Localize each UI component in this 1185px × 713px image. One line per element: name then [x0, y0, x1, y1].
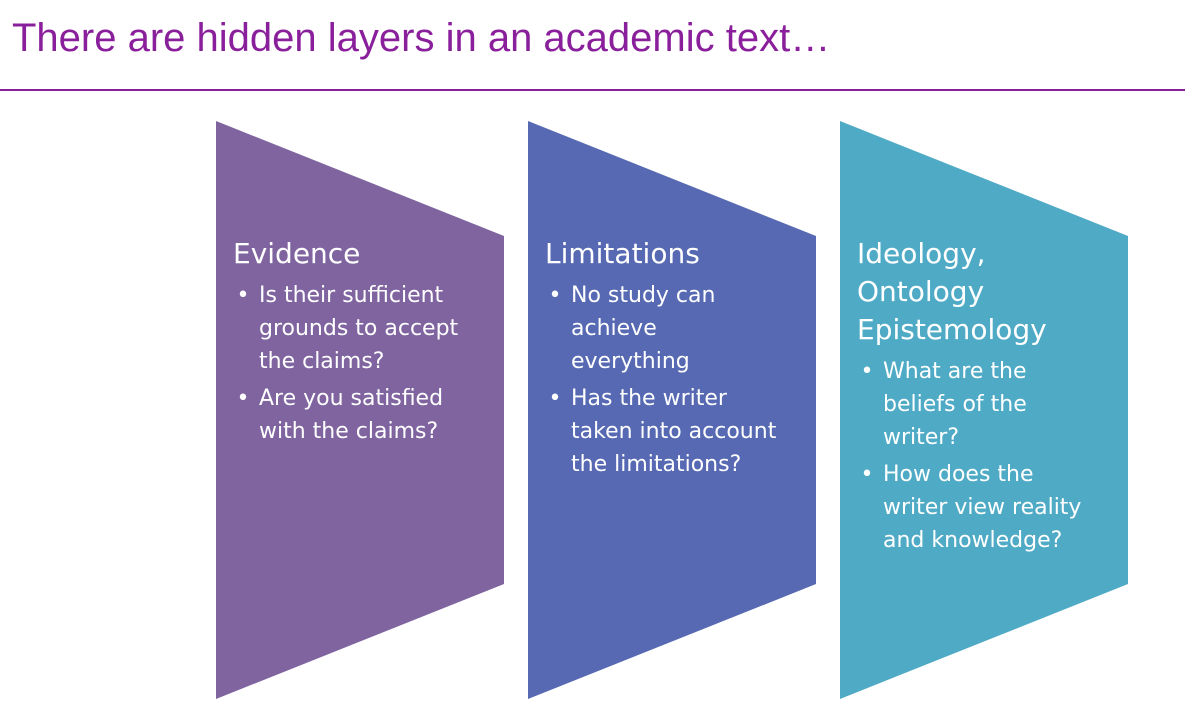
limitations-panel-shape [528, 121, 816, 699]
bullet-line: writer? [883, 425, 960, 450]
panel-heading-line: Ideology, [857, 237, 986, 270]
bullet-dot-icon: • [548, 386, 562, 411]
bullet-item: • Are you satisfied with the claims? [233, 382, 458, 448]
bullet-line: grounds to accept [259, 316, 459, 341]
bullet-list: • Is their sufficient grounds to accept … [233, 279, 459, 448]
panel-heading: Limitations [545, 235, 776, 273]
panel-heading: Evidence [233, 235, 458, 273]
bullet-dot-icon: • [236, 386, 250, 411]
bullet-line: No study can [571, 283, 716, 308]
panel-heading-line: Ontology [857, 275, 985, 308]
bullet-list: • What are the beliefs of the writer? • … [857, 355, 1082, 557]
ideology-panel: Ideology, Ontology Epistemology • What a… [857, 235, 1081, 561]
bullet-dot-icon: • [860, 462, 874, 487]
bullet-line: the claims? [259, 349, 385, 374]
bullet-dot-icon: • [548, 283, 562, 308]
evidence-panel: Evidence • Is their sufficient grounds t… [233, 235, 458, 452]
evidence-panel-shape [216, 121, 504, 699]
bullet-dot-icon: • [860, 359, 874, 384]
bullet-list: • No study can achieve everything • Has … [545, 279, 777, 481]
bullet-item: • No study can achieve everything [545, 279, 776, 378]
panel-heading-line: Epistemology [857, 313, 1047, 346]
bullet-item: • How does the writer view reality and k… [857, 458, 1082, 557]
ideology-panel-shape [840, 121, 1128, 699]
title-divider [0, 89, 1185, 91]
bullet-line: achieve [571, 316, 657, 341]
bullet-item: • Has the writer taken into account the … [545, 382, 777, 481]
bullet-line: Is their sufficient [259, 283, 444, 308]
bullet-line: Are you satisfied [259, 386, 444, 411]
panel-heading-line: Evidence [233, 237, 361, 270]
bullet-dot-icon: • [236, 283, 250, 308]
bullet-line: What are the [883, 359, 1027, 384]
bullet-line: beliefs of the [883, 392, 1027, 417]
slide-title: There are hidden layers in an academic t… [12, 16, 831, 60]
bullet-line: and knowledge? [883, 528, 1063, 553]
bullet-line: Has the writer [571, 386, 727, 411]
bullet-line: taken into account [571, 419, 777, 444]
bullet-line: with the claims? [259, 419, 439, 444]
bullet-line: the limitations? [571, 452, 742, 477]
bullet-line: writer view reality [883, 495, 1082, 520]
bullet-line: How does the [883, 462, 1034, 487]
limitations-panel: Limitations • No study can achieve every… [545, 235, 776, 485]
bullet-item: • What are the beliefs of the writer? [857, 355, 1081, 454]
bullet-line: everything [571, 349, 690, 374]
bullet-item: • Is their sufficient grounds to accept … [233, 279, 459, 378]
panel-heading-line: Limitations [545, 237, 700, 270]
panel-heading: Ideology, Ontology Epistemology [857, 235, 1081, 349]
